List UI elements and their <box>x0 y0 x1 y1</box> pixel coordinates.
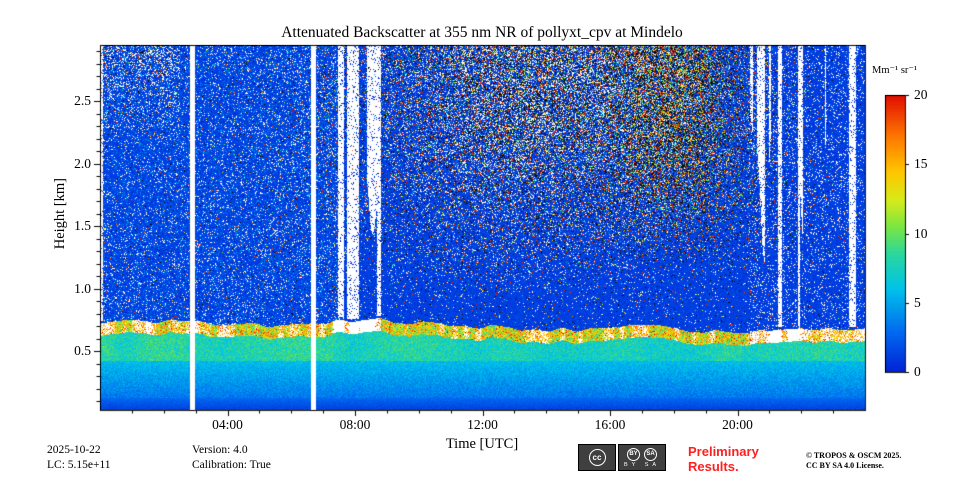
colorbar-tick-label: 20 <box>914 87 928 102</box>
by-sa-box: BY SA BY SA <box>618 444 666 471</box>
lidar-constant: LC: 5.15e+11 <box>47 459 111 471</box>
version-text: Version: 4.0 <box>192 444 248 456</box>
preliminary-line2: Results. <box>688 459 739 474</box>
x-tick-label: 20:00 <box>722 417 753 432</box>
footer-version-block: Version: 4.0 Calibration: True <box>192 443 271 473</box>
y-axis-label: Height [km] <box>52 178 68 250</box>
x-tick-label: 04:00 <box>212 417 243 432</box>
preliminary-results-notice: Preliminary Results. <box>688 444 759 474</box>
colorbar-tick-label: 15 <box>914 156 928 172</box>
copyright-line1: © TROPOS & OSCM 2025. <box>806 451 902 460</box>
y-tick-label: 1.0 <box>74 280 91 296</box>
chart-title: Attenuated Backscatter at 355 nm NR of p… <box>281 24 683 41</box>
sa-arrow-icon: SA <box>644 447 657 461</box>
x-tick-label: 08:00 <box>339 417 371 432</box>
footer-date-block: 2025-10-22 LC: 5.15e+11 <box>47 443 111 473</box>
y-tick-label: 2.5 <box>74 93 91 109</box>
calibration-text: Calibration: True <box>192 459 271 471</box>
preliminary-line1: Preliminary <box>688 444 759 459</box>
copyright-line2: CC BY SA 4.0 License. <box>806 460 884 470</box>
y-tick-label: 0.5 <box>74 343 91 359</box>
colorbar-unit-label: Mm⁻¹ sr⁻¹ <box>872 65 918 76</box>
copyright-notice: © TROPOS & OSCM 2025. CC BY SA 4.0 Licen… <box>806 451 901 470</box>
colorbar-tick-label: 5 <box>914 294 921 310</box>
colorbar-tick-label: 10 <box>914 225 928 241</box>
cc-license-badge: cc BY SA BY SA <box>578 444 666 471</box>
y-tick-label: 2.0 <box>74 155 91 171</box>
by-sa-labels: BY SA <box>623 461 661 468</box>
cc-icon: cc <box>588 449 606 466</box>
x-tick-label: 16:00 <box>594 417 626 432</box>
measurement-date: 2025-10-22 <box>47 444 101 456</box>
colorbar-tick-label: 0 <box>914 364 921 379</box>
by-person-icon: BY <box>627 447 640 461</box>
x-axis-label: Time [UTC] <box>445 436 519 452</box>
cc-logo-box: cc <box>578 444 616 471</box>
x-tick-label: 12:00 <box>467 417 498 432</box>
y-tick-label: 1.5 <box>74 218 91 234</box>
